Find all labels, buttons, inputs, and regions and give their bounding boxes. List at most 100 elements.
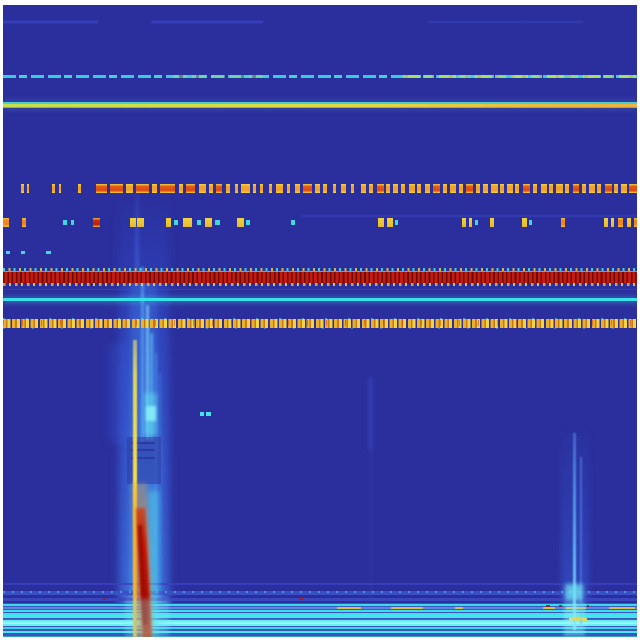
orange-dash-band bbox=[582, 184, 586, 193]
dashed-cyan-line-green-tint bbox=[173, 75, 263, 78]
sparse-dash-band bbox=[627, 218, 631, 227]
orange-dash-band bbox=[409, 184, 415, 193]
red-speck bbox=[103, 598, 106, 601]
yellow-line-core bbox=[3, 103, 637, 107]
sparse-cyan-dashes bbox=[197, 220, 201, 225]
orange-dash-band bbox=[186, 184, 195, 193]
faint-line-under-red-band bbox=[3, 288, 637, 290]
orange-dash-band bbox=[269, 184, 272, 193]
bottom-stripe bbox=[3, 627, 637, 630]
bottom-stripe bbox=[3, 622, 637, 625]
orange-dash-band bbox=[393, 184, 398, 193]
orange-dash-band bbox=[614, 184, 618, 193]
streak-right-yellow-dot bbox=[573, 617, 582, 620]
bottom-stripe bbox=[3, 607, 637, 609]
sparse-dash-band bbox=[469, 218, 472, 227]
stripe-yellow-dashes bbox=[543, 607, 555, 609]
orange-dash-band bbox=[621, 184, 627, 193]
sparse-cyan-dashes-2 bbox=[6, 251, 10, 254]
red-band-bottom-speckle bbox=[3, 283, 637, 286]
sparse-cyan-dashes-2 bbox=[21, 251, 25, 254]
bottom-stripe bbox=[3, 604, 637, 607]
sparse-dash-band bbox=[522, 218, 527, 227]
plume-streak bbox=[146, 305, 149, 440]
orange-dash-band bbox=[126, 184, 133, 193]
sparse-cyan-dashes bbox=[174, 220, 178, 225]
plume-orange-sheath bbox=[131, 483, 152, 637]
orange-dash-band bbox=[515, 184, 519, 193]
sparse-dash-band bbox=[93, 218, 100, 227]
orange-dash-band bbox=[235, 184, 238, 193]
streak-right-core bbox=[572, 433, 576, 630]
bottom-stripe bbox=[3, 635, 637, 637]
sparse-dash-band bbox=[205, 218, 212, 227]
orange-dash-band bbox=[369, 184, 373, 193]
plume-top-stem bbox=[135, 190, 139, 285]
sparse-cyan-dashes bbox=[291, 220, 295, 225]
streak-right-glow bbox=[561, 433, 589, 637]
orange-dash-band bbox=[110, 184, 123, 193]
orange-barcode-red-specks bbox=[3, 320, 637, 326]
red-band-top-speckle bbox=[3, 268, 637, 271]
sparse-cyan-dashes bbox=[529, 220, 532, 225]
sparse-cyan-dashes bbox=[395, 220, 398, 225]
orange-dash-band bbox=[260, 184, 263, 193]
bottom-blue-line-2 bbox=[3, 598, 637, 601]
red-speck bbox=[587, 604, 589, 607]
bottom-stripe bbox=[3, 615, 637, 618]
streak-faint-mid-tail bbox=[370, 450, 372, 600]
sparse-dash-band bbox=[618, 218, 623, 227]
orange-dash-band bbox=[450, 184, 456, 193]
plume-mid-column bbox=[130, 280, 157, 637]
red-band-ticks bbox=[3, 271, 637, 283]
orange-dash-band bbox=[351, 184, 354, 193]
sparse-dash-band bbox=[378, 218, 384, 227]
orange-dash-band bbox=[573, 184, 579, 193]
orange-dash-band bbox=[303, 184, 312, 193]
plume-stripe-bloom bbox=[125, 599, 169, 637]
plume-streak bbox=[150, 333, 153, 441]
bottom-faint-line bbox=[3, 583, 637, 585]
top-faint-line bbox=[523, 21, 583, 23]
orange-dash-band bbox=[52, 184, 55, 193]
red-speck bbox=[559, 604, 562, 607]
dashed-cyan-line bbox=[3, 75, 637, 78]
orange-dash-band bbox=[226, 184, 230, 193]
orange-dash-band bbox=[565, 184, 569, 193]
sparse-dash-band bbox=[490, 218, 494, 227]
orange-dash-band bbox=[136, 184, 149, 193]
plume-notch-band bbox=[131, 442, 155, 444]
orange-dash-band bbox=[78, 184, 81, 193]
orange-dash-band bbox=[491, 184, 498, 193]
orange-dash-band bbox=[466, 184, 473, 193]
orange-dash-band bbox=[386, 184, 390, 193]
orange-dash-band bbox=[549, 184, 553, 193]
orange-dash-band bbox=[276, 184, 283, 193]
orange-dash-band bbox=[476, 184, 480, 193]
sparse-dash-band bbox=[137, 218, 144, 227]
isolated-cyan-dash bbox=[206, 412, 211, 416]
orange-dash-band bbox=[500, 184, 504, 193]
orange-dash-band bbox=[629, 184, 637, 193]
bottom-stripe bbox=[3, 612, 637, 615]
orange-dash-band bbox=[417, 184, 421, 193]
orange-dash-band bbox=[27, 184, 29, 193]
bottom-stripe bbox=[3, 630, 637, 634]
stripe-yellow-dashes bbox=[455, 607, 463, 609]
bottom-stripe bbox=[3, 618, 637, 620]
stripe-yellow-dashes bbox=[337, 607, 361, 609]
sparse-dash-band bbox=[611, 218, 614, 227]
sparse-cyan-dashes bbox=[246, 220, 250, 225]
bottom-stripe bbox=[3, 609, 637, 612]
orange-dash-band bbox=[152, 184, 157, 193]
plume-left-wisp bbox=[109, 343, 131, 443]
orange-dash-band bbox=[241, 184, 250, 193]
isolated-cyan-dash bbox=[200, 412, 204, 416]
top-faint-line bbox=[428, 21, 523, 23]
orange-dash-band bbox=[209, 184, 213, 193]
orange-dash-band bbox=[253, 184, 256, 193]
orange-dash-band bbox=[323, 184, 327, 193]
sparse-dash-band bbox=[561, 218, 565, 227]
sparse-cyan-dashes bbox=[63, 220, 67, 225]
